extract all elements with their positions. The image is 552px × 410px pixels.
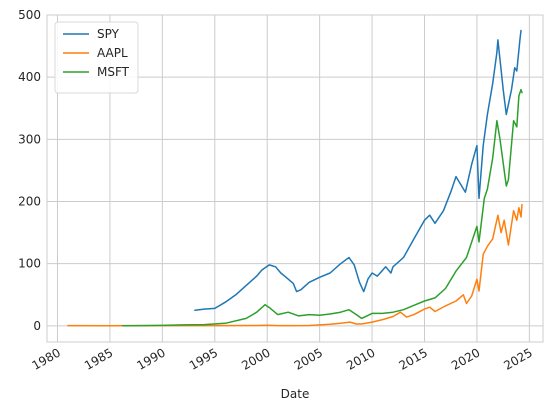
y-tick-label: 0 bbox=[33, 319, 41, 333]
plot-frame bbox=[46, 14, 544, 343]
x-axis-label: Date bbox=[281, 387, 310, 401]
legend-label-spy: SPY bbox=[97, 27, 120, 41]
series-line-msft bbox=[121, 88, 523, 327]
legend[interactable]: SPY AAPL MSFT bbox=[54, 21, 139, 94]
y-tick-label: 200 bbox=[18, 195, 41, 209]
y-tick-label: 300 bbox=[18, 132, 41, 146]
series-line-aapl bbox=[67, 203, 523, 327]
legend-label-msft: MSFT bbox=[97, 65, 130, 79]
series-lines bbox=[67, 29, 523, 327]
y-tick-label: 400 bbox=[18, 70, 41, 84]
legend-box bbox=[54, 21, 139, 94]
legend-label-aapl: AAPL bbox=[97, 46, 128, 60]
y-tick-labels: 0 100 200 300 400 500 bbox=[18, 8, 41, 333]
y-tick-label: 100 bbox=[18, 257, 41, 271]
series-line-spy bbox=[194, 29, 522, 312]
y-tick-label: 500 bbox=[18, 8, 41, 22]
